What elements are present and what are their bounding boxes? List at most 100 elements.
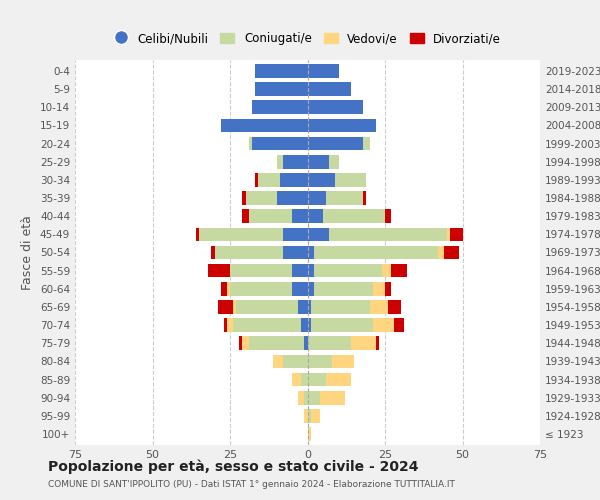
Bar [255,82,308,96]
Bar [364,191,367,205]
Bar [308,428,311,441]
Bar [382,264,391,278]
Bar [323,210,385,223]
Bar [304,409,308,423]
Bar [227,318,233,332]
Bar [301,373,308,386]
Bar [447,228,450,241]
Bar [314,246,438,260]
Bar [308,300,311,314]
Bar [308,391,320,404]
Bar [242,210,248,223]
Bar [233,300,236,314]
Bar [308,409,311,423]
Bar [258,173,280,186]
Bar [329,228,447,241]
Bar [277,191,308,205]
Bar [311,318,373,332]
Bar [252,100,308,114]
Bar [308,318,311,332]
Bar [351,336,376,350]
Bar [329,155,338,168]
Bar [326,191,364,205]
Text: Popolazione per età, sesso e stato civile - 2024: Popolazione per età, sesso e stato civil… [48,460,419,474]
Bar [280,173,308,186]
Bar [248,136,252,150]
Bar [252,136,308,150]
Bar [224,318,227,332]
Bar [230,264,292,278]
Bar [370,300,388,314]
Bar [308,136,364,150]
Bar [304,391,308,404]
Legend: Celibi/Nubili, Coniugati/e, Vedovi/e, Divorziati/e: Celibi/Nubili, Coniugati/e, Vedovi/e, Di… [109,28,506,50]
Bar [314,282,373,296]
Bar [385,282,391,296]
Bar [242,336,248,350]
Bar [335,173,367,186]
Bar [332,354,354,368]
Y-axis label: Fasce di età: Fasce di età [22,215,34,290]
Bar [364,136,370,150]
Bar [255,173,258,186]
Bar [298,300,308,314]
Bar [308,82,351,96]
Bar [308,191,326,205]
Bar [283,155,308,168]
Bar [304,336,308,350]
Bar [326,373,351,386]
Bar [311,300,370,314]
Bar [314,264,382,278]
Bar [308,100,364,114]
Bar [308,228,329,241]
Bar [245,191,277,205]
Bar [308,210,323,223]
Bar [385,210,391,223]
Bar [255,64,308,78]
Bar [199,228,283,241]
Bar [242,191,245,205]
Bar [211,246,215,260]
Bar [308,373,326,386]
Bar [230,282,292,296]
Bar [283,354,308,368]
Bar [292,264,308,278]
Bar [308,155,329,168]
Bar [221,118,308,132]
Bar [450,228,463,241]
Bar [248,336,304,350]
Bar [221,282,227,296]
Bar [308,118,376,132]
Bar [376,336,379,350]
Bar [308,173,335,186]
Bar [274,354,283,368]
Bar [308,336,351,350]
Bar [292,373,301,386]
Bar [218,300,233,314]
Bar [283,246,308,260]
Bar [444,246,460,260]
Bar [438,246,444,260]
Bar [373,318,394,332]
Bar [388,300,401,314]
Bar [308,282,314,296]
Bar [196,228,199,241]
Bar [292,210,308,223]
Bar [298,391,304,404]
Bar [239,336,242,350]
Bar [308,246,314,260]
Bar [277,155,283,168]
Bar [236,300,298,314]
Bar [308,64,338,78]
Bar [227,282,230,296]
Bar [308,264,314,278]
Bar [320,391,344,404]
Bar [301,318,308,332]
Bar [283,228,308,241]
Bar [292,282,308,296]
Bar [233,318,301,332]
Text: COMUNE DI SANT'IPPOLITO (PU) - Dati ISTAT 1° gennaio 2024 - Elaborazione TUTTITA: COMUNE DI SANT'IPPOLITO (PU) - Dati ISTA… [48,480,455,489]
Bar [373,282,385,296]
Bar [308,354,332,368]
Bar [248,210,292,223]
